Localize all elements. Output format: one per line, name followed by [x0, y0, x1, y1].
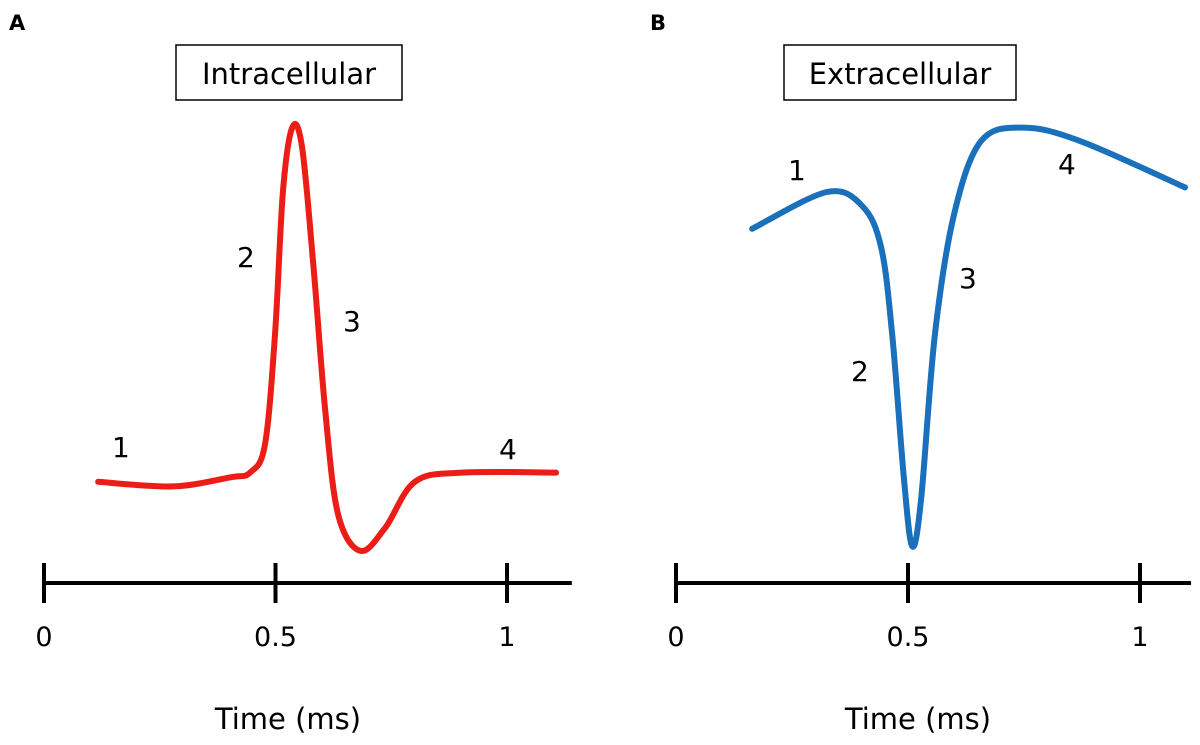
annotation-2: 2: [237, 241, 255, 274]
annotation-3: 3: [343, 305, 361, 338]
title-box: [783, 44, 1017, 101]
x-tick-label: 0: [35, 622, 52, 653]
annotation-3: 3: [959, 262, 977, 295]
panel-b: B Extracellular 0 0.5 1 1 2 3 4 Time (ms): [650, 11, 1192, 736]
x-axis-label: Time (ms): [844, 702, 991, 736]
series-line: [95, 121, 560, 554]
annotation-2: 2: [851, 355, 869, 388]
x-tick-label: 0: [667, 622, 684, 653]
title-box: [175, 44, 403, 101]
panel-a: A Intracellular 0 0.5 1 1 2 3 4 Time (ms): [9, 11, 572, 736]
annotation-4: 4: [1058, 148, 1076, 181]
panel-letter: B: [650, 11, 666, 35]
x-axis-label: Time (ms): [214, 702, 361, 736]
x-tick-label: 1: [1131, 622, 1148, 653]
series-line: [749, 124, 1188, 550]
annotation-1: 1: [788, 154, 806, 187]
x-tick-label: 0.5: [887, 622, 930, 653]
x-tick-label: 1: [498, 622, 515, 653]
x-tick-label: 0.5: [254, 622, 297, 653]
annotation-4: 4: [499, 433, 517, 466]
chart-title: Intracellular: [202, 57, 376, 91]
chart-title: Extracellular: [809, 57, 992, 91]
annotation-1: 1: [112, 431, 130, 464]
panel-letter: A: [9, 11, 26, 35]
